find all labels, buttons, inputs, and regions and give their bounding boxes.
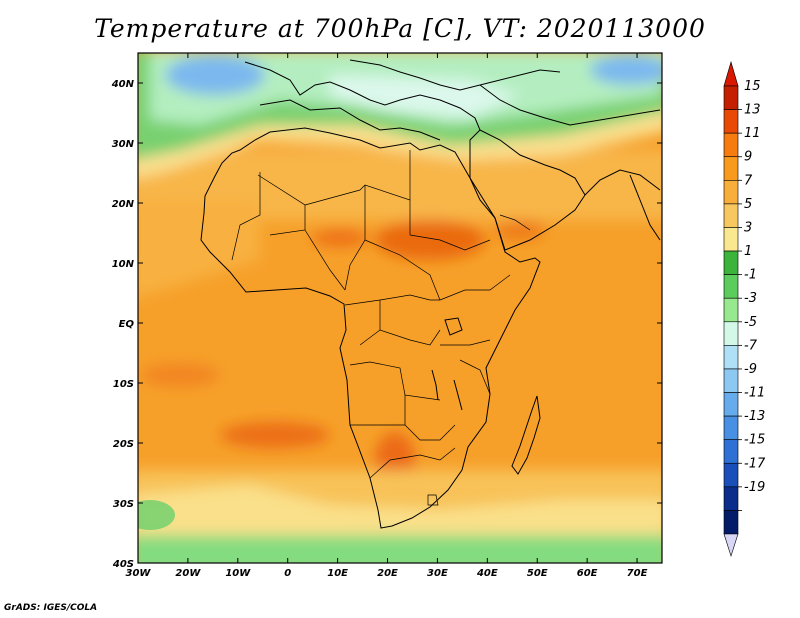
colorbar-swatch [723, 439, 739, 464]
plot-frame [137, 52, 663, 564]
temperature-field [138, 53, 662, 563]
colorbar: 15 13 11 9 7 5 3 1 -1 -3 -5 -7 -9 -11 -13 -15 -17 -19 [723, 60, 766, 557]
colorbar-label: 1 [744, 244, 752, 259]
latitude-axis: 40N 30N 20N 10N EQ 10S 20S 30S 40S [111, 79, 662, 570]
lon-tick-label: 10W [225, 568, 251, 579]
lon-tick-label: 60E [577, 568, 598, 579]
lon-tick-label: 50E [527, 568, 548, 579]
colorbar-label: -1 [744, 268, 757, 283]
colorbar-swatch [723, 368, 739, 393]
lon-tick-label: 20W [175, 568, 201, 579]
colorbar-swatch [723, 250, 739, 275]
colorbar-swatch [723, 180, 739, 205]
lon-tick-label: 40E [476, 568, 498, 579]
lat-tick-label: 30S [113, 499, 134, 510]
grads-credit: GrADS: IGES/COLA [4, 603, 98, 613]
colorbar-label: 13 [744, 103, 761, 118]
lon-tick-label: 30W [126, 568, 152, 579]
colorbar-swatch [723, 203, 739, 228]
lon-tick-label: 10E [327, 568, 348, 579]
colorbar-swatch [723, 486, 739, 511]
colorbar-swatch [723, 132, 739, 158]
longitude-axis: 30W 20W 10W 0 10E 20E 30E 40E 50E 60E 70E [126, 53, 648, 579]
colorbar-label: 5 [744, 197, 752, 212]
lat-tick-label: EQ [119, 319, 135, 330]
colorbar-label: -9 [744, 362, 757, 377]
colorbar-label: -15 [744, 433, 765, 448]
lon-tick-label: 70E [627, 568, 648, 579]
colorbar-swatch [723, 462, 739, 488]
lat-tick-label: 40S [112, 559, 134, 570]
map-title: Temperature at 700hPa [C], VT: 202011300… [94, 14, 706, 43]
colorbar-swatch [723, 297, 739, 323]
lon-tick-label: 0 [284, 568, 291, 579]
country-borders [231, 150, 531, 506]
coastlines [200, 59, 661, 529]
lat-tick-label: 30N [112, 139, 135, 150]
colorbar-arrow-bottom [723, 533, 739, 557]
colorbar-swatch [723, 274, 739, 299]
colorbar-swatch [723, 227, 739, 252]
colorbar-label: 3 [744, 220, 752, 235]
colorbar-label: 15 [744, 79, 761, 94]
colorbar-swatch [723, 85, 739, 110]
colorbar-label: 9 [744, 150, 752, 165]
colorbar-label: 7 [744, 173, 753, 188]
colorbar-label: -13 [744, 409, 765, 424]
lat-tick-label: 10S [113, 379, 134, 390]
colorbar-swatch [723, 156, 739, 181]
colorbar-label: -17 [744, 456, 766, 471]
colorbar-label: 11 [744, 126, 761, 141]
lat-tick-label: 20S [113, 439, 134, 450]
lat-tick-label: 10N [112, 259, 135, 270]
colorbar-label: -19 [744, 480, 765, 495]
colorbar-swatch [723, 510, 739, 535]
colorbar-swatch [723, 321, 739, 346]
colorbar-label: -3 [744, 291, 757, 306]
lon-tick-label: 30E [427, 568, 448, 579]
lat-tick-label: 40N [111, 79, 135, 90]
lon-tick-label: 20E [377, 568, 398, 579]
colorbar-swatch [723, 415, 739, 440]
colorbar-label: -5 [744, 315, 757, 330]
colorbar-label: -7 [744, 338, 758, 353]
colorbar-swatch [723, 109, 739, 134]
colorbar-swatch [723, 392, 739, 417]
colorbar-label: -11 [744, 386, 765, 401]
lat-tick-label: 20N [112, 199, 135, 210]
colorbar-swatch [723, 345, 739, 370]
colorbar-arrow-top [723, 60, 739, 87]
